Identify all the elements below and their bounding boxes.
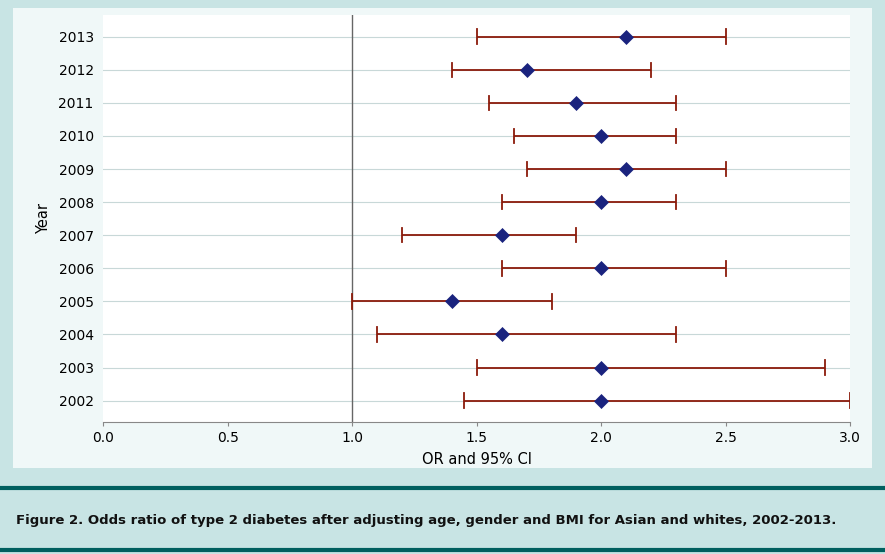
Text: Figure 2. Odds ratio of type 2 diabetes after adjusting age, gender and BMI for : Figure 2. Odds ratio of type 2 diabetes … [16,514,836,527]
X-axis label: OR and 95% CI: OR and 95% CI [422,452,532,467]
Y-axis label: Year: Year [36,203,51,234]
